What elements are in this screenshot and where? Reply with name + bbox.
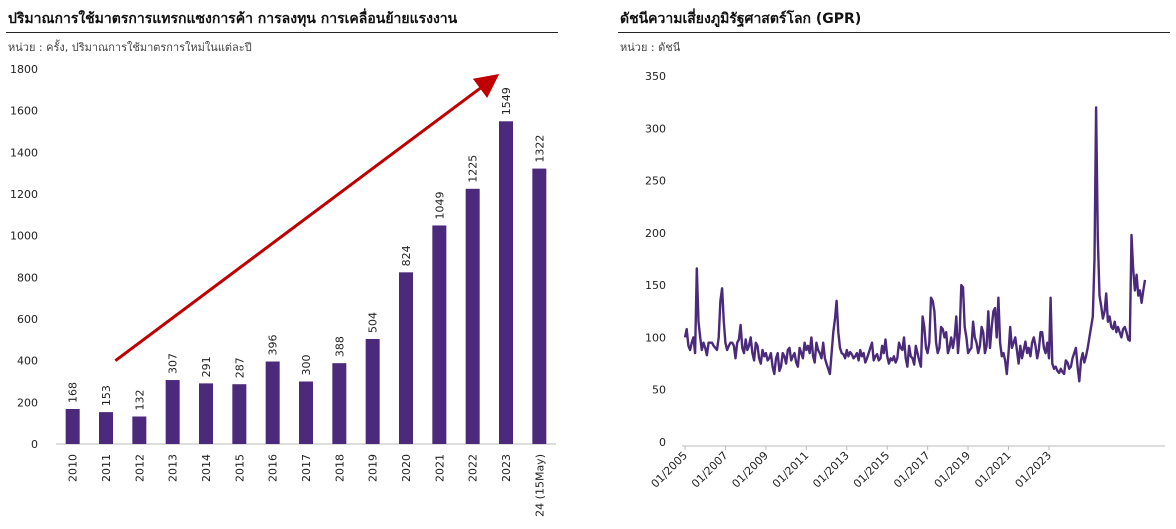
- x-tick-label: 24 (15May): [533, 454, 546, 517]
- y-tick-label: 200: [645, 227, 666, 240]
- bar: [232, 384, 247, 444]
- x-tick-label: 2022: [467, 454, 480, 482]
- bar-value-label: 307: [167, 353, 180, 374]
- trade-intervention-panel: ปริมาณการใช้มาตรการแทรกแซงการค้า การลงทุ…: [6, 0, 558, 529]
- x-tick-label: 2012: [133, 454, 146, 482]
- x-tick-label: 01/2023: [1013, 449, 1055, 491]
- y-tick-label: 1400: [10, 146, 38, 159]
- bar: [265, 361, 280, 444]
- bar: [532, 168, 547, 445]
- y-tick-label: 0: [31, 438, 38, 451]
- bar-value-label: 287: [233, 357, 246, 378]
- y-tick-label: 200: [17, 396, 38, 409]
- bar-value-label: 1322: [533, 135, 546, 163]
- x-tick-label: 2010: [67, 454, 80, 482]
- bar: [165, 380, 180, 444]
- x-tick-label: 2014: [200, 454, 213, 482]
- bar: [132, 416, 147, 444]
- bar: [199, 383, 213, 444]
- x-tick-label: 01/2009: [729, 449, 771, 491]
- y-tick-label: 300: [645, 122, 666, 135]
- left-title-rule: [6, 32, 558, 33]
- bar: [499, 121, 513, 445]
- bar-value-label: 1225: [467, 155, 480, 183]
- x-tick-label: 2016: [267, 454, 280, 482]
- y-tick-label: 1600: [10, 105, 38, 118]
- y-tick-label: 800: [17, 271, 38, 284]
- trade-intervention-bar-chart: 0 200 400 600 800 1000 1200 1400 1600 1800 168 2010…: [10, 63, 556, 517]
- x-tick-label: 2013: [167, 454, 180, 482]
- x-tick-label: 2017: [300, 454, 313, 482]
- x-tick-label: 2011: [100, 454, 113, 482]
- bar: [399, 272, 413, 444]
- x-tick-label: 01/2013: [810, 449, 852, 491]
- y-tick-label: 400: [17, 355, 38, 368]
- y-tick-label: 150: [645, 279, 666, 292]
- x-tick-label: 2020: [400, 454, 413, 482]
- x-tick-label: 01/2021: [972, 449, 1014, 491]
- bar-value-label: 300: [300, 355, 313, 376]
- bar-value-label: 504: [367, 312, 380, 333]
- bar-value-label: 132: [133, 390, 146, 411]
- x-tick-label: 01/2017: [891, 449, 933, 491]
- bar: [99, 412, 113, 444]
- bar: [299, 381, 313, 444]
- bar: [432, 225, 447, 444]
- bar-value-label: 396: [267, 335, 280, 356]
- x-tick-label: 2018: [333, 454, 346, 482]
- x-tick-label: 01/2007: [689, 449, 731, 491]
- right-title-rule: [618, 32, 1170, 33]
- x-tick-label: 01/2015: [851, 449, 893, 491]
- trend-arrow: [114, 74, 500, 362]
- bar-value-label: 168: [67, 382, 80, 403]
- y-tick-label: 50: [652, 384, 666, 397]
- bar-value-label: 1049: [433, 191, 446, 219]
- bar-value-label: 824: [400, 245, 413, 266]
- left-chart-unit: หน่วย : ครั้ง, ปริมาณการใช้มาตรการใหม่ใน…: [8, 41, 252, 54]
- gpr-panel: ดัชนีความเสี่ยงภูมิรัฐศาสตร์โลก (GPR) หน…: [618, 0, 1170, 529]
- bar: [332, 363, 347, 444]
- bar-value-label: 1549: [500, 87, 513, 115]
- x-tick-label: 2021: [433, 454, 446, 482]
- bar: [365, 339, 380, 444]
- y-tick-label: 600: [17, 313, 38, 326]
- bar-value-label: 388: [333, 336, 346, 357]
- x-tick-label: 2023: [500, 454, 513, 482]
- x-tick-label: 2019: [367, 454, 380, 482]
- x-tick-label: 01/2005: [649, 449, 691, 491]
- bar-value-label: 291: [200, 356, 213, 377]
- bar-value-label: 153: [100, 385, 113, 406]
- right-chart-unit: หน่วย : ดัชนี: [620, 41, 681, 54]
- y-tick-label: 250: [645, 175, 666, 188]
- bar: [65, 409, 80, 444]
- y-tick-label: 100: [645, 331, 666, 344]
- y-tick-label: 0: [659, 436, 666, 449]
- bar: [465, 188, 480, 444]
- y-tick-label: 1800: [10, 63, 38, 76]
- y-tick-label: 350: [645, 70, 666, 83]
- x-tick-label: 01/2019: [932, 449, 974, 491]
- gpr-series-line: [683, 106, 1147, 383]
- x-tick-label: 01/2011: [770, 449, 812, 491]
- y-tick-label: 1200: [10, 188, 38, 201]
- y-tick-label: 1000: [10, 230, 38, 243]
- left-chart-title: ปริมาณการใช้มาตรการแทรกแซงการค้า การลงทุ…: [8, 11, 458, 27]
- x-tick-label: 2015: [233, 454, 246, 482]
- right-chart-title: ดัชนีความเสี่ยงภูมิรัฐศาสตร์โลก (GPR): [620, 11, 862, 27]
- gpr-line-chart: 05010015020025030035001/200501/200701/20…: [645, 70, 1165, 491]
